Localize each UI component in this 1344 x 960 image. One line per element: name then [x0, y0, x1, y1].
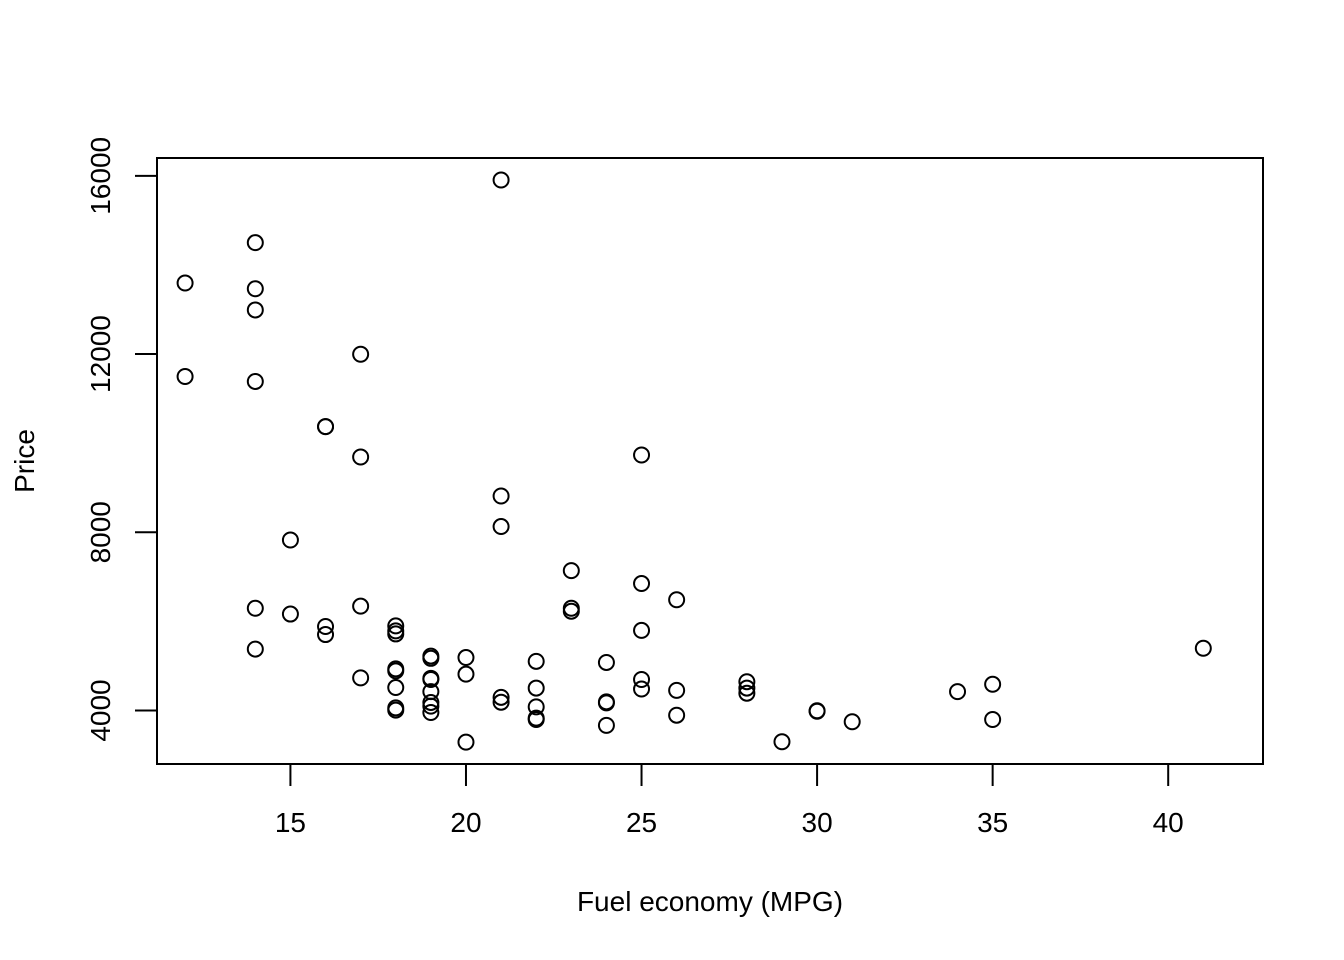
data-point	[387, 660, 405, 678]
data-point	[949, 683, 967, 701]
data-point	[492, 518, 510, 536]
plot-frame	[156, 157, 1264, 765]
data-point	[633, 621, 651, 639]
x-tick-label: 25	[626, 807, 657, 838]
data-point	[492, 487, 510, 505]
data-point	[352, 597, 370, 615]
data-point	[843, 713, 861, 731]
data-point	[457, 733, 475, 751]
data-point	[317, 626, 335, 644]
data-point	[1194, 639, 1212, 657]
data-point	[352, 669, 370, 687]
data-point	[387, 625, 405, 643]
y-tick-label: 4000	[85, 679, 116, 741]
data-point	[246, 640, 264, 658]
data-point	[597, 694, 615, 712]
data-point	[633, 446, 651, 464]
data-point	[527, 679, 545, 697]
x-tick-label: 20	[450, 807, 481, 838]
data-point	[773, 733, 791, 751]
x-tick-label: 40	[1153, 807, 1184, 838]
data-point	[984, 675, 1002, 693]
data-point	[457, 665, 475, 683]
data-point	[668, 706, 686, 724]
data-point	[562, 562, 580, 580]
y-axis-title: Price	[9, 429, 40, 493]
data-point	[738, 679, 756, 697]
y-axis: 4000 8000 12000 16000	[85, 137, 158, 742]
data-point	[562, 602, 580, 620]
data-point	[738, 673, 756, 691]
x-axis: 15 20 25 30 35 40	[275, 763, 1184, 838]
data-point	[317, 617, 335, 635]
data-point	[387, 701, 405, 719]
data-point	[527, 709, 545, 727]
data-point	[352, 345, 370, 363]
data-point	[633, 670, 651, 688]
data-point	[492, 171, 510, 189]
data-point	[808, 702, 826, 720]
data-point	[387, 617, 405, 635]
data-point	[633, 575, 651, 593]
data-point	[176, 367, 194, 385]
data-point	[492, 693, 510, 711]
data-point	[668, 681, 686, 699]
data-point	[246, 234, 264, 252]
data-point	[527, 698, 545, 716]
data-point	[246, 599, 264, 617]
data-point	[317, 418, 335, 436]
data-point	[246, 280, 264, 298]
data-point	[281, 531, 299, 549]
data-point	[422, 704, 440, 722]
data-point	[246, 301, 264, 319]
x-tick-label: 15	[275, 807, 306, 838]
data-point	[422, 697, 440, 715]
data-point	[352, 448, 370, 466]
data-point	[387, 679, 405, 697]
data-point	[422, 649, 440, 667]
data-point	[738, 684, 756, 702]
y-tick-label: 16000	[85, 137, 116, 215]
x-tick-label: 30	[802, 807, 833, 838]
data-point	[984, 711, 1002, 729]
data-point	[176, 274, 194, 292]
data-point	[527, 652, 545, 670]
data-point	[597, 716, 615, 734]
y-tick-label: 12000	[85, 315, 116, 393]
y-tick-label: 8000	[85, 501, 116, 563]
data-point	[422, 670, 440, 688]
data-point	[492, 688, 510, 706]
data-point	[633, 680, 651, 698]
data-point	[597, 653, 615, 671]
data-points	[176, 171, 1212, 751]
data-point	[281, 605, 299, 623]
x-axis-title: Fuel economy (MPG)	[577, 886, 843, 917]
x-tick-label: 35	[977, 807, 1008, 838]
data-point	[668, 591, 686, 609]
data-point	[246, 372, 264, 390]
data-point	[457, 649, 475, 667]
